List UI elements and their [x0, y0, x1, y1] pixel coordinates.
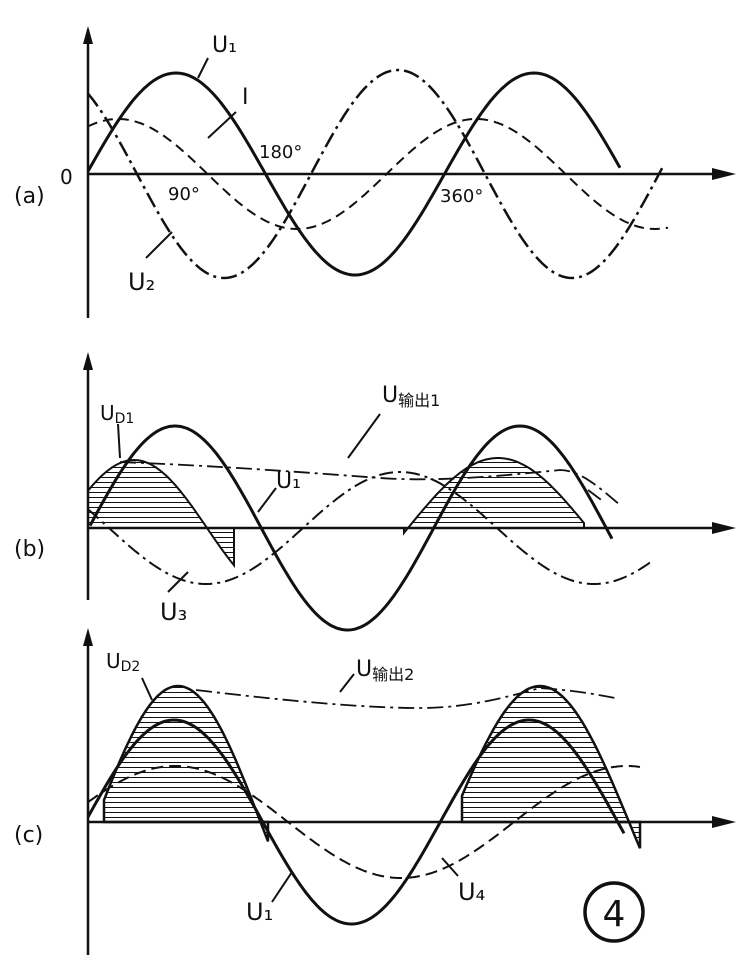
panel-a-180-label: 180° [259, 142, 302, 163]
panel-b-leader-U1 [257, 487, 277, 513]
panel-c-curve-U1 [86, 718, 626, 926]
panel-a-90-label: 90° [168, 184, 200, 205]
panel-b-label: (b) [14, 537, 45, 562]
panel-a-360-label: 360° [440, 186, 483, 207]
panel-c-curve-U4 [87, 765, 641, 879]
panel-c-x-arrow [712, 816, 736, 828]
panel-a-leader-U1 [197, 57, 209, 79]
panel-b-y-arrow [83, 352, 93, 370]
panel-c-leader-U4 [441, 857, 459, 877]
panel-c-leader-Uout2 [339, 673, 355, 693]
panel-b-UD1-hatch-1 [87, 458, 235, 569]
panel-c: (c) UD2 U输出2 U₁ U₄ 4 [14, 628, 736, 955]
panel-b-curve-U3 [87, 471, 653, 585]
panel-a-label: (a) [14, 184, 45, 209]
figure-number: 4 [603, 894, 626, 935]
figure-number-circle [583, 881, 645, 943]
panel-c-leader-UD2 [141, 677, 153, 701]
panel-c-Uout2-label: U输出2 [356, 657, 414, 684]
panel-b: (b) UD1 U输出1 U₁ U₃ [14, 352, 736, 632]
panel-c-curve-Uout2 [195, 687, 616, 709]
panel-a-y-arrow [83, 26, 93, 44]
panel-c-U1-label: U₁ [246, 898, 273, 926]
panel-a-leader-U2 [145, 231, 173, 259]
panel-a-curve-U1 [86, 71, 622, 277]
panel-b-leader-U3 [167, 571, 189, 593]
panel-b-UD1-hatch-2 [403, 457, 585, 536]
panel-a-U2-label: U₂ [128, 268, 155, 296]
panel-b-x-arrow [712, 522, 736, 534]
panel-a-curve-U2 [87, 68, 666, 280]
panel-a-x-arrow [712, 168, 736, 180]
panel-a-origin-label: 0 [60, 165, 73, 189]
panel-b-leader-Uout1 [347, 413, 381, 459]
panel-b-curve-U1 [88, 424, 614, 632]
panel-c-y-arrow [83, 628, 93, 646]
panel-b-UD1-label: UD1 [100, 401, 134, 427]
panel-c-UD2-hatch-1 [102, 684, 270, 842]
panel-b-U1-label: U₁ [276, 469, 301, 494]
panel-a: (a) 0 90° 180° 360° U₁ I U₂ [14, 26, 736, 318]
panel-a-curve-I [87, 118, 669, 230]
panel-b-leader-UD1 [117, 423, 121, 459]
panel-c-label: (c) [14, 823, 43, 848]
panel-a-I-label: I [242, 85, 249, 110]
panel-a-leader-I [207, 111, 237, 139]
panel-c-leader-U1 [271, 871, 293, 903]
panel-b-U3-label: U₃ [160, 598, 187, 626]
panel-b-curve-Uout1 [119, 461, 621, 506]
panel-c-U4-label: U₄ [458, 878, 485, 906]
panel-c-UD2-label: UD2 [106, 649, 140, 675]
panel-a-U1-label: U₁ [212, 33, 237, 58]
panel-b-Uout1-label: U输出1 [382, 383, 440, 410]
